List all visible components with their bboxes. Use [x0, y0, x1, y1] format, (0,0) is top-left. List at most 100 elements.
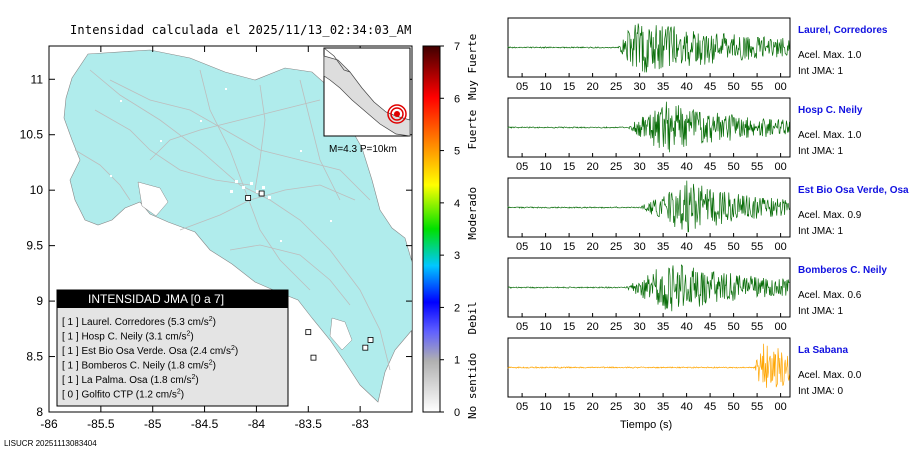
time-tick-label: 00 — [774, 241, 786, 253]
legend-row-sup: 2 — [231, 345, 235, 352]
legend-row-sup: 2 — [209, 360, 213, 367]
map-ytick-label: 9.5 — [26, 239, 43, 253]
time-tick-label: 40 — [680, 161, 692, 173]
time-tick-label: 40 — [680, 321, 692, 333]
legend-row-name: Est Bio Osa Verde. Osa — [81, 346, 189, 357]
legend-row-value: (2.4 cm/s — [190, 346, 231, 357]
time-tick-label: 10 — [539, 241, 551, 253]
map-xtick-label: -83 — [351, 417, 369, 431]
colorbar-tick-label: 7 — [454, 41, 460, 53]
legend-row-close: ) — [195, 375, 198, 386]
time-tick-label: 50 — [727, 81, 739, 93]
time-tick-label: 00 — [774, 161, 786, 173]
legend-row-name: Laurel. Corredores — [81, 317, 167, 328]
map-xtick-label: -84.5 — [191, 417, 219, 431]
time-tick-label: 45 — [704, 401, 716, 413]
time-tick-label: 40 — [680, 401, 692, 413]
legend-row-sup: 2 — [177, 389, 181, 396]
time-tick-label: 45 — [704, 241, 716, 253]
legend-title: INTENSIDAD JMA [0 a 7] — [88, 292, 224, 306]
time-axis-label: Tiempo (s) — [620, 419, 672, 431]
legend-row-sup: 2 — [209, 316, 213, 323]
colorbar-tick-label: 2 — [454, 302, 460, 314]
time-tick-label: 55 — [751, 241, 763, 253]
map-ytick-label: 11 — [31, 72, 44, 86]
time-tick-label: 30 — [633, 161, 645, 173]
time-tick-label: 55 — [751, 401, 763, 413]
seismogram-trace — [507, 101, 790, 153]
seismogram-panels: 05 10 15 20 25 30 35 40 45 50 55 00 Laurel, Corredor… — [507, 17, 909, 413]
station-acel-max: Acel. Max. 0.6 — [798, 290, 862, 301]
colorbar-tick-label: 5 — [454, 146, 460, 158]
road-network — [74, 69, 391, 371]
station-marker — [245, 195, 252, 201]
map-ytick-label: 8.5 — [26, 350, 43, 364]
map-xtick-label: -85 — [144, 417, 162, 431]
map-ytick-label: 8 — [36, 405, 43, 419]
legend-row-value: (5.3 cm/s — [168, 317, 209, 328]
time-tick-label: 35 — [657, 321, 669, 333]
time-tick-label: 30 — [633, 241, 645, 253]
legend-row-close: ) — [235, 346, 238, 357]
station-acel-max: Acel. Max. 0.9 — [798, 210, 862, 221]
station-int-jma: Int JMA: 0 — [798, 386, 843, 397]
station-markers — [245, 190, 374, 361]
time-tick-label: 15 — [563, 161, 575, 173]
legend-row: [ 0 ] Golfito CTP (1.2 cm/s2) — [62, 389, 184, 401]
map-ytick-label: 10.5 — [20, 128, 44, 142]
time-tick-label: 25 — [610, 81, 622, 93]
legend-row: [ 1 ] Bomberos C. Neily (1.8 cm/s2) — [62, 360, 216, 372]
colorbar-tick-label: 0 — [454, 407, 460, 419]
station-int-jma: Int JMA: 1 — [798, 306, 843, 317]
legend-row: [ 1 ] Est Bio Osa Verde. Osa (2.4 cm/s2) — [62, 345, 238, 357]
legend-row: [ 1 ] Laurel. Corredores (5.3 cm/s2) — [62, 316, 216, 328]
station-name: Est Bio Osa Verde, Osa — [798, 185, 909, 196]
map-xtick-label: -83.5 — [295, 417, 323, 431]
station-acel-max: Acel. Max. 0.0 — [798, 370, 862, 381]
legend-row-name: Hosp C. Neily — [81, 332, 145, 343]
time-tick-label: 40 — [680, 241, 692, 253]
time-tick-label: 25 — [610, 321, 622, 333]
station-marker — [305, 329, 312, 336]
time-tick-label: 25 — [610, 401, 622, 413]
time-tick-label: 30 — [633, 321, 645, 333]
station-int-jma: Int JMA: 1 — [798, 146, 843, 157]
legend-row-value: (1.2 cm/s — [136, 390, 177, 401]
intensity-legend: INTENSIDAD JMA [0 a 7] [ 1 ] Laurel. Cor… — [56, 289, 289, 407]
station-int-jma: Int JMA: 1 — [798, 226, 843, 237]
station-marker — [310, 354, 317, 361]
legend-row-name: La Palma. Osa — [81, 375, 150, 386]
legend-row-level: [ 0 ] — [62, 390, 81, 401]
time-tick-label: 15 — [563, 401, 575, 413]
colorbar-category-label: Fuerte — [466, 110, 479, 150]
time-tick-label: 20 — [586, 81, 598, 93]
time-tick-label: 00 — [774, 401, 786, 413]
time-tick-label: 15 — [563, 81, 575, 93]
time-tick-label: 05 — [516, 161, 528, 173]
map-axes: -86 -85.5 -85 -84.5 -84 -83.5 -83 8 8.5 9 9.5 10 10.… — [20, 46, 412, 431]
station-name: Hosp C. Neily — [798, 105, 863, 116]
time-tick-label: 35 — [657, 81, 669, 93]
legend-row-level: [ 1 ] — [62, 361, 81, 372]
golfo-dulce — [329, 317, 353, 351]
time-tick-label: 10 — [539, 81, 551, 93]
legend-row-level: [ 1 ] — [62, 317, 81, 328]
legend-row-sup: 2 — [186, 331, 190, 338]
time-tick-label: 05 — [516, 81, 528, 93]
map-xtick-label: -84 — [248, 417, 266, 431]
seismogram-trace — [507, 264, 790, 312]
time-tick-label: 45 — [704, 321, 716, 333]
time-tick-label: 50 — [727, 321, 739, 333]
time-tick-label: 20 — [586, 241, 598, 253]
time-tick-label: 10 — [539, 321, 551, 333]
time-tick-label: 45 — [704, 81, 716, 93]
time-tick-label: 20 — [586, 321, 598, 333]
time-tick-label: 10 — [539, 161, 551, 173]
legend-row-level: [ 1 ] — [62, 332, 81, 343]
station-name: La Sabana — [798, 345, 848, 356]
legend-row: [ 1 ] Hosp C. Neily (3.1 cm/s2) — [62, 331, 194, 343]
inset-label: M=4.3 P=10km — [329, 144, 397, 155]
colorbar-tick-label: 1 — [454, 355, 460, 367]
colorbar-category-label: Moderado — [466, 187, 479, 240]
